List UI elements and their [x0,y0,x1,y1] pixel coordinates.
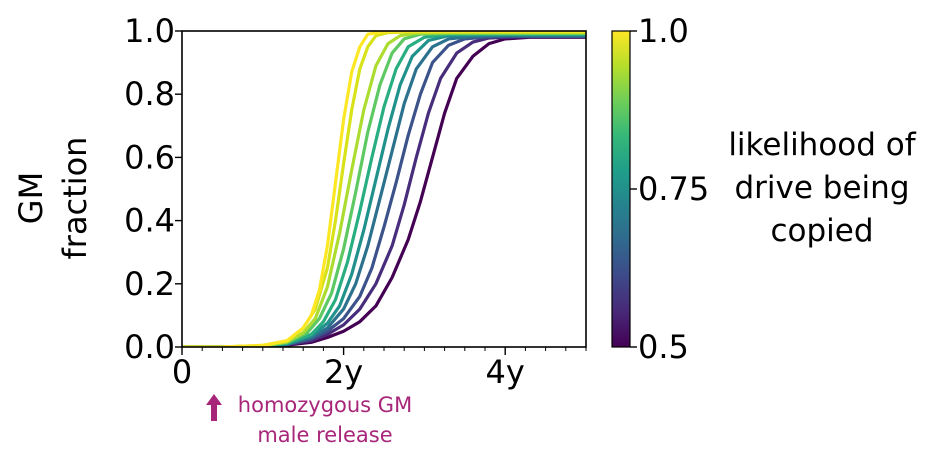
series-line-4 [182,33,586,347]
colorbar-tick-label: 0.75 [638,170,709,208]
y-axis-title-line-2: fraction [56,136,94,260]
series-line-8 [182,31,586,347]
colorbar-ticks: 1.0 0.75 0.5 [630,12,709,366]
colorbar-title-line-2: drive being [734,170,910,206]
x-tick-label: 4y [486,353,525,391]
y-axis-title: GM fraction [9,123,97,273]
colorbar-tick-label: 1.0 [638,12,689,50]
y-tick-label: 1.0 [124,12,175,50]
y-tick-label: 0.8 [124,75,175,113]
series-line-9 [182,31,586,347]
colorbar-title-line-1: likelihood of [728,127,916,163]
x-tick-label: 0 [172,353,192,391]
colorbar [611,30,631,348]
series-line-6 [182,31,586,347]
annotation-line-2: male release [257,423,393,447]
y-axis: 0.0 0.2 0.4 0.6 0.8 1.0 [124,12,182,366]
y-tick-label: 0.4 [124,202,175,240]
colorbar-title-line-3: copied [770,213,874,249]
series-layer [182,31,586,347]
series-line-5 [182,32,586,347]
series-line-2 [182,34,586,347]
release-annotation: homozygous GM male release [200,390,450,450]
y-tick-label: 0.2 [124,265,175,303]
x-axis: 0 2y 4y [172,347,587,391]
y-tick-label: 0.6 [124,138,175,176]
x-tick-label: 2y [324,353,363,391]
series-line-1 [182,35,586,347]
series-line-0 [182,35,586,347]
colorbar-tick-label: 0.5 [638,328,689,366]
series-line-3 [182,34,586,347]
up-arrow-icon [206,394,222,421]
y-tick-label: 0.0 [124,328,175,366]
y-axis-title-line-1: GM [12,171,50,225]
series-line-7 [182,31,586,347]
annotation-line-1: homozygous GM [237,393,413,417]
colorbar-title: likelihood of drive being copied [712,124,932,253]
